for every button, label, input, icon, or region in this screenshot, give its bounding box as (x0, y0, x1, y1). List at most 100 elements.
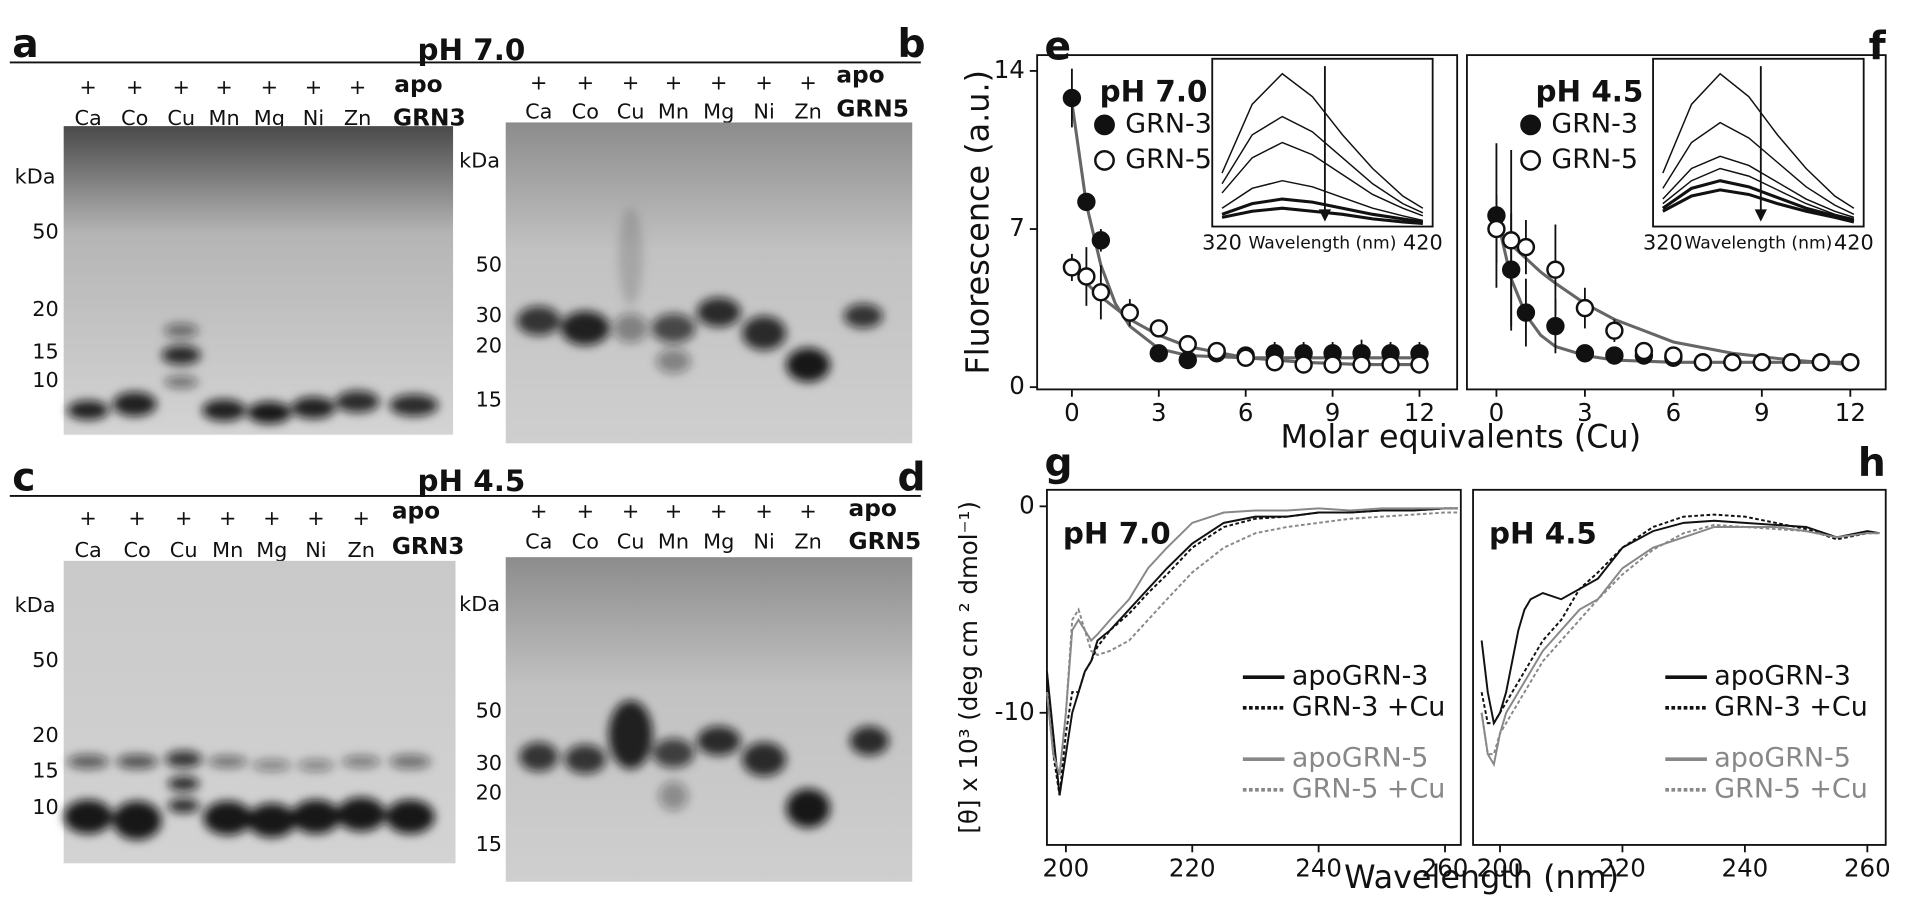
gel-band (165, 750, 203, 768)
x-tick-label: 220 (1599, 853, 1646, 882)
lane-plus: + (79, 75, 96, 99)
x-tick-label: 12 (1835, 398, 1866, 427)
cd-spectrum (1480, 523, 1880, 756)
panel-label: e (1044, 24, 1071, 69)
cd-spectrum (1480, 526, 1880, 768)
x-tick-label: 6 (1666, 398, 1682, 427)
gel-band (164, 323, 199, 338)
data-point (1516, 237, 1536, 257)
data-point (1265, 353, 1284, 372)
data-point (1091, 231, 1111, 250)
y-axis-label: Fluorescence (a.u.) (959, 70, 997, 375)
marker-label: 15 (476, 832, 502, 856)
spectrum (1221, 141, 1424, 217)
x-tick-label: 6 (1238, 398, 1254, 427)
spectrum (1221, 197, 1424, 224)
lane-metal: Mg (254, 106, 285, 130)
gel-band (656, 348, 691, 374)
lane-plus: + (349, 75, 366, 99)
data-point (1634, 341, 1654, 361)
lane-plus: + (261, 75, 278, 99)
lane-metal: Cu (617, 100, 645, 124)
marker-label: 20 (32, 297, 58, 321)
legend-label: GRN-3 (1551, 108, 1638, 139)
data-point (1516, 303, 1536, 322)
lane-metal: Cu (167, 106, 195, 130)
legend-marker (1094, 114, 1115, 136)
x-tick-label: 3 (1151, 398, 1167, 427)
data-point (1811, 353, 1831, 372)
lane-plus: + (263, 506, 280, 530)
lane-metal: Co (124, 538, 151, 562)
x-tick-label: 200 (1043, 853, 1090, 882)
data-point (1062, 258, 1082, 277)
lane-plus: + (622, 70, 639, 94)
lane-metal: Cu (617, 529, 645, 553)
gel-band (291, 799, 341, 834)
x-tick-label: 12 (1404, 398, 1435, 427)
gel-band (112, 800, 162, 841)
legend-label: GRN-5 (1551, 144, 1638, 175)
lane-metal: Ca (525, 529, 552, 553)
data-point (1575, 298, 1595, 318)
arrow-head (1754, 209, 1767, 222)
gel-band (613, 313, 648, 343)
x-tick-label: 240 (1295, 853, 1342, 882)
lane-metal: Zn (348, 538, 375, 562)
gel-band (564, 744, 607, 774)
data-point (1091, 283, 1111, 302)
marker-label: 50 (476, 253, 502, 277)
gel-band (786, 788, 831, 828)
data-point (1782, 353, 1801, 372)
data-point (1752, 353, 1772, 372)
lane-protein: GRN5 (836, 96, 909, 123)
legend-label: apoGRN-3 (1714, 661, 1851, 692)
lane-metal: Mg (703, 100, 734, 124)
gel-band (67, 754, 109, 770)
legend-marker (1520, 114, 1542, 136)
x-tick-label: 0 (1489, 398, 1505, 427)
legend-label: GRN-5 +Cu (1714, 773, 1868, 804)
lane-plus: + (173, 75, 190, 99)
lane-protein: GRN3 (392, 533, 465, 560)
lane-metal: Mg (256, 538, 287, 562)
legend-label: apoGRN-3 (1292, 661, 1429, 692)
data-point (1381, 355, 1400, 374)
gel-band (67, 400, 109, 421)
gel-band (252, 759, 292, 772)
gel-band (618, 208, 643, 307)
inset-tick-label: 320 (1643, 231, 1683, 255)
gel-bands (63, 750, 435, 841)
spectrum (1662, 167, 1855, 220)
panel-label: f (1869, 24, 1887, 69)
data-point (1546, 316, 1565, 336)
gel-band (63, 799, 113, 834)
gel-band (742, 742, 787, 777)
gel-band (247, 401, 292, 424)
legend-marker (1520, 150, 1542, 171)
x-axis-label: Wavelength (nm) (1344, 858, 1619, 896)
spectrum (1221, 115, 1424, 214)
data-point (1323, 355, 1342, 374)
data-point (1575, 344, 1595, 363)
gel-band (658, 781, 689, 811)
gel-band (696, 297, 741, 327)
x-tick-label: 3 (1577, 398, 1593, 427)
gel-band (167, 776, 200, 792)
lane-metal: Ca (75, 538, 102, 562)
gel-bands (516, 208, 883, 383)
plot-frame (1472, 488, 1887, 846)
lane-metal: Co (572, 100, 599, 124)
gel-band (389, 394, 439, 417)
spectrum (1662, 188, 1855, 224)
gel-band (608, 700, 653, 770)
lane-metal: Ca (75, 106, 102, 130)
lane-metal: Ni (303, 106, 324, 130)
panel-label: c (12, 456, 35, 501)
gel-band (696, 726, 741, 756)
lane-plus: + (305, 75, 322, 99)
gel-band (651, 313, 696, 343)
x-tick-label: 220 (1169, 853, 1216, 882)
x-axis-label: Molar equivalents (Cu) (1280, 417, 1641, 455)
gel-band (389, 754, 432, 770)
